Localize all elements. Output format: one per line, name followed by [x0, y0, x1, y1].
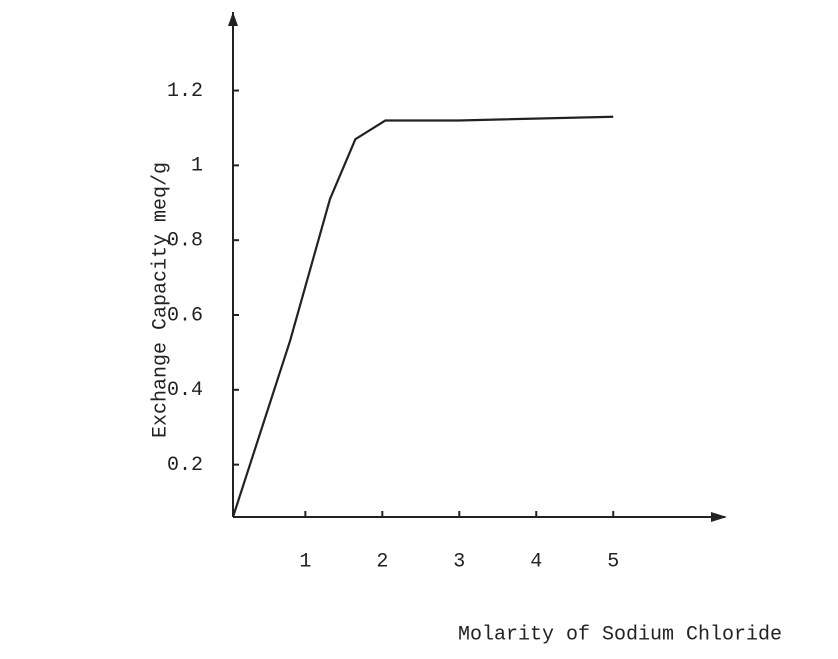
- x-tick-label: 2: [376, 550, 388, 573]
- data-line: [231, 115, 614, 518]
- y-axis-arrow: [228, 12, 238, 26]
- y-tick-label: 0.4: [167, 379, 203, 402]
- x-tick-label: 1: [299, 550, 311, 573]
- x-axis-label: Molarity of Sodium Chloride: [458, 623, 782, 646]
- y-tick-label: 0.8: [167, 229, 203, 252]
- y-tick-label: 1.2: [167, 80, 203, 103]
- y-tick-label: 1: [191, 155, 203, 178]
- x-tick-label: 3: [453, 550, 465, 573]
- y-axis-label: Exchange Capacity meq/g: [149, 162, 172, 438]
- y-tick-label: 0.6: [167, 304, 203, 327]
- x-tick-label: 5: [607, 550, 619, 573]
- x-axis-arrow: [711, 512, 727, 522]
- y-tick-label: 0.2: [167, 454, 203, 477]
- x-tick-label: 4: [530, 550, 542, 573]
